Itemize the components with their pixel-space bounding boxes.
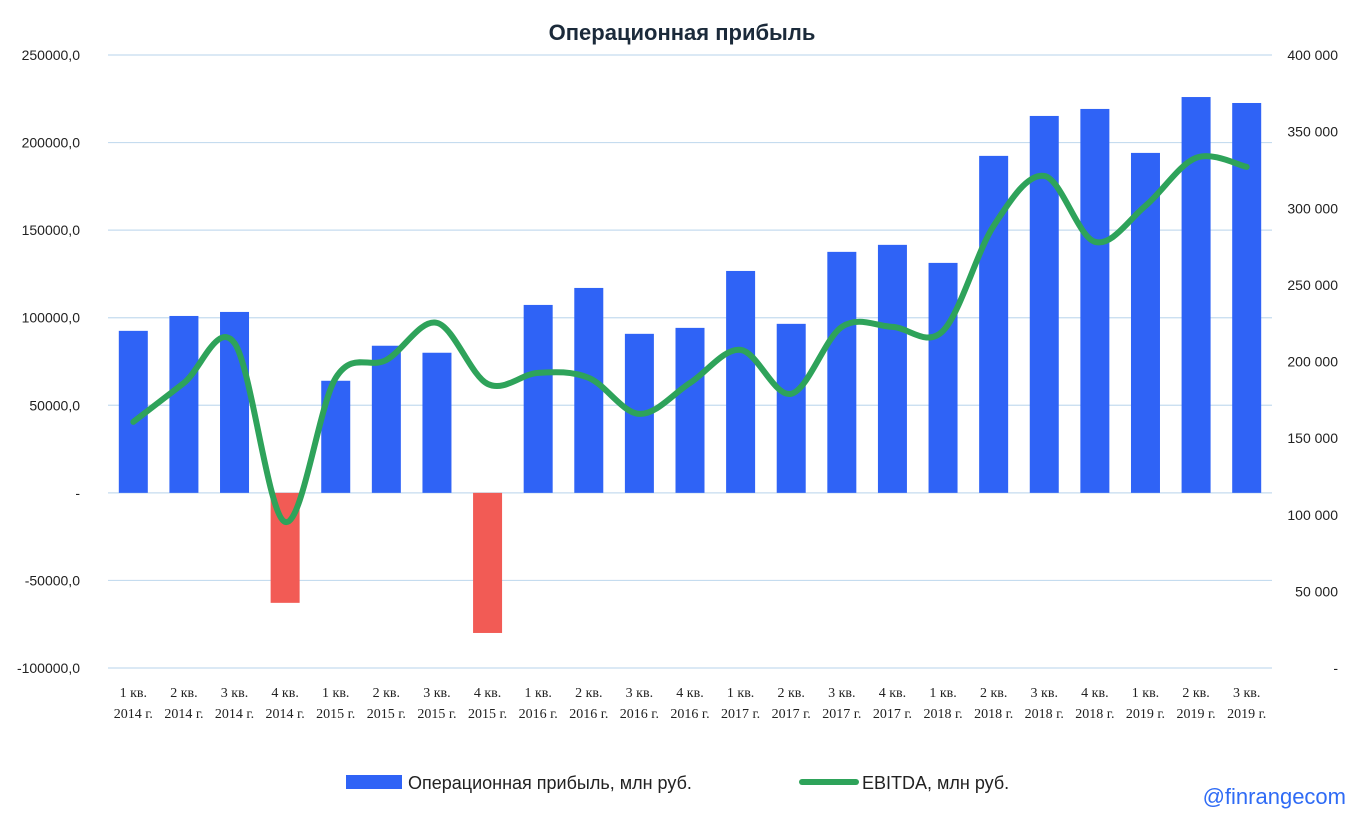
left-tick-label: -100000,0	[17, 660, 80, 676]
x-tick-label: 1 кв.	[524, 686, 551, 701]
bar	[371, 345, 401, 493]
x-tick-label: 2017 г.	[873, 707, 912, 722]
bar-series	[118, 97, 1262, 633]
x-tick-label: 2018 г.	[974, 707, 1013, 722]
x-tick-label: 2014 г.	[266, 707, 305, 722]
bar	[473, 492, 503, 633]
line-series	[130, 153, 1250, 525]
x-tick-label: 3 кв.	[828, 686, 855, 701]
x-tick-label: 3 кв.	[1031, 686, 1058, 701]
legend-label-line: EBITDA, млн руб.	[862, 773, 1009, 793]
right-tick-label: 250 000	[1287, 277, 1338, 293]
left-axis: 250000,0 200000,0 150000,0 100000,0 50000,0 -…	[17, 47, 80, 676]
x-tick-label: 4 кв.	[676, 686, 703, 701]
x-tick-label: 1 кв.	[727, 686, 754, 701]
x-tick-label: 2015 г.	[468, 707, 507, 722]
x-tick-label: 4 кв.	[879, 686, 906, 701]
right-tick-label: 350 000	[1287, 124, 1338, 140]
x-tick-label: 2016 г.	[519, 707, 558, 722]
right-axis: 400 000 350 000 300 000 250 000 200 000 150 0…	[1287, 47, 1338, 676]
x-tick-label: 2016 г.	[620, 707, 659, 722]
x-tick-label: 2019 г.	[1227, 707, 1266, 722]
bar	[523, 304, 553, 493]
x-tick-label: 2 кв.	[980, 686, 1007, 701]
chart-title: Операционная прибыль	[549, 20, 816, 45]
left-tick-label: 150000,0	[22, 222, 81, 238]
x-tick-label: 3 кв.	[423, 686, 450, 701]
left-tick-label: -50000,0	[25, 572, 80, 588]
x-tick-label: 2015 г.	[417, 707, 456, 722]
x-tick-label: 2 кв.	[170, 686, 197, 701]
x-tick-label: 2019 г.	[1177, 707, 1216, 722]
bar	[574, 287, 604, 493]
x-tick-label: 2014 г.	[215, 707, 254, 722]
x-tick-label: 2014 г.	[164, 707, 203, 722]
right-tick-label: 100 000	[1287, 507, 1338, 523]
left-tick-label: 250000,0	[22, 47, 81, 63]
right-tick-label: 300 000	[1287, 200, 1338, 216]
bar	[675, 327, 705, 493]
x-tick-label: 2018 г.	[1075, 707, 1114, 722]
bar	[776, 323, 806, 493]
bar	[169, 315, 199, 493]
x-tick-label: 2 кв.	[778, 686, 805, 701]
left-tick-label: 50000,0	[29, 397, 80, 413]
right-tick-label: 50 000	[1295, 583, 1338, 599]
bar	[1080, 108, 1110, 493]
x-tick-label: 2 кв.	[1182, 686, 1209, 701]
legend-swatch-bar	[346, 775, 402, 789]
bar	[726, 270, 756, 493]
x-tick-label: 2016 г.	[569, 707, 608, 722]
legend-label-bar: Операционная прибыль, млн руб.	[408, 773, 692, 793]
x-tick-label: 2015 г.	[316, 707, 355, 722]
x-tick-label: 2017 г.	[721, 707, 760, 722]
ebitda-line	[130, 153, 1250, 525]
legend: Операционная прибыль, млн руб. EBITDA, м…	[346, 773, 1009, 793]
x-tick-label: 2 кв.	[373, 686, 400, 701]
bar	[877, 244, 907, 493]
right-tick-label: 200 000	[1287, 354, 1338, 370]
right-tick-label: -	[1333, 660, 1338, 676]
bar	[422, 352, 452, 493]
x-tick-label: 2019 г.	[1126, 707, 1165, 722]
x-tick-label: 4 кв.	[474, 686, 501, 701]
left-tick-label: 100000,0	[22, 310, 81, 326]
left-tick-label: 200000,0	[22, 135, 81, 151]
watermark: @finrangecom	[1203, 784, 1346, 809]
x-tick-label: 3 кв.	[1233, 686, 1260, 701]
left-tick-label: -	[75, 485, 80, 501]
x-tick-label: 2018 г.	[923, 707, 962, 722]
right-tick-label: 400 000	[1287, 47, 1338, 63]
x-tick-label: 3 кв.	[626, 686, 653, 701]
x-tick-label: 2017 г.	[772, 707, 811, 722]
x-tick-label: 2017 г.	[822, 707, 861, 722]
x-tick-label: 1 кв.	[120, 686, 147, 701]
bar	[928, 262, 958, 493]
x-tick-label: 2016 г.	[670, 707, 709, 722]
x-tick-label: 2018 г.	[1025, 707, 1064, 722]
x-axis: 1 кв. 2014 г. 2 кв. 2014 г. 3 кв. 2014 г. 4 кв…	[114, 686, 1267, 722]
x-tick-label: 1 кв.	[929, 686, 956, 701]
bar	[827, 251, 857, 493]
bar	[1029, 115, 1059, 493]
x-tick-label: 1 кв.	[322, 686, 349, 701]
x-tick-label: 2014 г.	[114, 707, 153, 722]
x-tick-label: 4 кв.	[1081, 686, 1108, 701]
x-tick-label: 4 кв.	[271, 686, 298, 701]
x-tick-label: 1 кв.	[1132, 686, 1159, 701]
x-tick-label: 2015 г.	[367, 707, 406, 722]
x-tick-label: 2 кв.	[575, 686, 602, 701]
right-tick-label: 150 000	[1287, 430, 1338, 446]
x-tick-label: 3 кв.	[221, 686, 248, 701]
